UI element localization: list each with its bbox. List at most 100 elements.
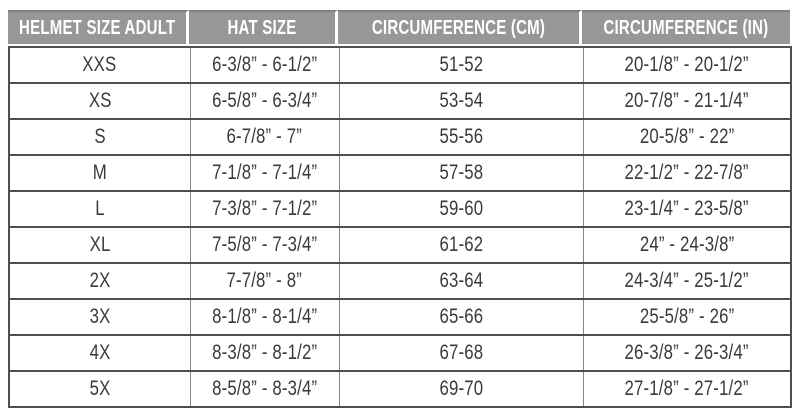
cell-text: 24-3/4” - 25-1/2” <box>624 269 749 292</box>
cell-text: 3X <box>89 305 111 328</box>
table-row: S 6-7/8” - 7” 55-56 20-5/8” - 22” <box>8 118 792 155</box>
cell-text: 57-58 <box>439 161 483 184</box>
table-cell: 5X <box>8 370 190 408</box>
table-cell: 67-68 <box>338 334 583 371</box>
cell-text: 20-5/8” - 22” <box>639 125 735 148</box>
cell-text: 22-1/2” - 22-7/8” <box>624 161 749 184</box>
cell-text: 2X <box>89 269 111 292</box>
cell-text: 7-3/8” - 7-1/2” <box>211 197 318 220</box>
table-cell: 24” - 24-3/8” <box>582 226 792 263</box>
table-row: 5X 8-5/8” - 8-3/4” 69-70 27-1/8” - 27-1/2” <box>8 370 792 408</box>
cell-text: 8-1/8” - 8-1/4” <box>211 305 318 328</box>
cell-text: 4X <box>89 341 111 364</box>
table-cell: 7-5/8” - 7-3/4” <box>189 226 339 263</box>
cell-text: 61-62 <box>439 233 483 256</box>
size-table: XXS 6-3/8” - 6-1/2” 51-52 20-1/8” - 20-1/2”… <box>8 46 792 408</box>
cell-text: 20-7/8” - 21-1/4” <box>624 89 749 112</box>
column-header-helmet-size: HELMET SIZE ADULT <box>8 10 189 44</box>
cell-text: 6-7/8” - 7” <box>226 125 303 148</box>
table-row: M 7-1/8” - 7-1/4” 57-58 22-1/2” - 22-7/8” <box>8 154 792 191</box>
table-cell: 53-54 <box>338 82 583 119</box>
cell-text: 7-5/8” - 7-3/4” <box>211 233 318 256</box>
table-cell: 59-60 <box>338 190 583 227</box>
column-header-circumference-cm: CIRCUMFERENCE (CM) <box>338 10 582 44</box>
table-cell: XS <box>8 82 190 119</box>
table-cell: L <box>8 190 190 227</box>
cell-text: 7-1/8” - 7-1/4” <box>211 161 318 184</box>
cell-text: M <box>92 161 107 184</box>
table-cell: 8-1/8” - 8-1/4” <box>189 298 339 335</box>
table-cell: 25-5/8” - 26” <box>582 298 792 335</box>
table-cell: 65-66 <box>338 298 583 335</box>
column-header-circumference-in: CIRCUMFERENCE (IN) <box>582 10 790 44</box>
cell-text: 25-5/8” - 26” <box>639 305 735 328</box>
cell-text: 7-7/8” - 8” <box>226 269 303 292</box>
table-cell: 3X <box>8 298 190 335</box>
table-cell: 23-1/4” - 23-5/8” <box>582 190 792 227</box>
table-row: XS 6-5/8” - 6-3/4” 53-54 20-7/8” - 21-1/4” <box>8 82 792 119</box>
column-header-label: CIRCUMFERENCE (CM) <box>371 16 546 39</box>
table-cell: S <box>8 118 190 155</box>
cell-text: 6-3/8” - 6-1/2” <box>211 53 318 76</box>
table-cell: 6-3/8” - 6-1/2” <box>189 46 339 83</box>
table-cell: 7-7/8” - 8” <box>189 262 339 299</box>
table-cell: 26-3/8” - 26-3/4” <box>582 334 792 371</box>
table-cell: M <box>8 154 190 191</box>
cell-text: 63-64 <box>439 269 483 292</box>
cell-text: 24” - 24-3/8” <box>639 233 735 256</box>
cell-text: 20-1/8” - 20-1/2” <box>624 53 749 76</box>
table-cell: 51-52 <box>338 46 583 83</box>
table-row: 2X 7-7/8” - 8” 63-64 24-3/4” - 25-1/2” <box>8 262 792 299</box>
column-header-label: HELMET SIZE ADULT <box>18 16 176 39</box>
table-cell: 63-64 <box>338 262 583 299</box>
cell-text: 53-54 <box>439 89 483 112</box>
table-cell: 2X <box>8 262 190 299</box>
table-header-row: HELMET SIZE ADULT HAT SIZE CIRCUMFERENCE… <box>8 10 790 44</box>
cell-text: L <box>94 197 105 220</box>
table-row: 4X 8-3/8” - 8-1/2” 67-68 26-3/8” - 26-3/4” <box>8 334 792 371</box>
cell-text: 59-60 <box>439 197 483 220</box>
table-cell: 8-3/8” - 8-1/2” <box>189 334 339 371</box>
table-cell: XL <box>8 226 190 263</box>
table-row: 3X 8-1/8” - 8-1/4” 65-66 25-5/8” - 26” <box>8 298 792 335</box>
table-row: XXS 6-3/8” - 6-1/2” 51-52 20-1/8” - 20-1/2” <box>8 46 792 83</box>
table-cell: 6-5/8” - 6-3/4” <box>189 82 339 119</box>
table-cell: 22-1/2” - 22-7/8” <box>582 154 792 191</box>
table-cell: 27-1/8” - 27-1/2” <box>582 370 792 408</box>
table-cell: 6-7/8” - 7” <box>189 118 339 155</box>
cell-text: 67-68 <box>439 341 483 364</box>
table-cell: 7-3/8” - 7-1/2” <box>189 190 339 227</box>
cell-text: 8-3/8” - 8-1/2” <box>211 341 318 364</box>
table-cell: 55-56 <box>338 118 583 155</box>
cell-text: 27-1/8” - 27-1/2” <box>624 377 749 400</box>
cell-text: 6-5/8” - 6-3/4” <box>211 89 318 112</box>
table-cell: 69-70 <box>338 370 583 408</box>
table-cell: 57-58 <box>338 154 583 191</box>
table-cell: 20-5/8” - 22” <box>582 118 792 155</box>
cell-text: 8-5/8” - 8-3/4” <box>211 377 318 400</box>
table-cell: XXS <box>8 46 190 83</box>
table-cell: 8-5/8” - 8-3/4” <box>189 370 339 408</box>
cell-text: XL <box>89 233 111 256</box>
cell-text: 23-1/4” - 23-5/8” <box>624 197 749 220</box>
cell-text: XS <box>88 89 112 112</box>
table-cell: 20-1/8” - 20-1/2” <box>582 46 792 83</box>
table-row: XL 7-5/8” - 7-3/4” 61-62 24” - 24-3/8” <box>8 226 792 263</box>
cell-text: 26-3/8” - 26-3/4” <box>624 341 749 364</box>
cell-text: 5X <box>89 377 111 400</box>
table-cell: 61-62 <box>338 226 583 263</box>
cell-text: 65-66 <box>439 305 483 328</box>
table-row: L 7-3/8” - 7-1/2” 59-60 23-1/4” - 23-5/8” <box>8 190 792 227</box>
column-header-hat-size: HAT SIZE <box>189 10 338 44</box>
cell-text: XXS <box>82 53 117 76</box>
table-body: XXS 6-3/8” - 6-1/2” 51-52 20-1/8” - 20-1/2”… <box>8 46 792 408</box>
table-cell: 4X <box>8 334 190 371</box>
table-cell: 24-3/4” - 25-1/2” <box>582 262 792 299</box>
helmet-size-chart: HELMET SIZE ADULT HAT SIZE CIRCUMFERENCE… <box>8 10 792 408</box>
cell-text: S <box>94 125 106 148</box>
table-cell: 7-1/8” - 7-1/4” <box>189 154 339 191</box>
cell-text: 69-70 <box>439 377 483 400</box>
column-header-label: HAT SIZE <box>227 16 297 39</box>
column-header-label: CIRCUMFERENCE (IN) <box>603 16 769 39</box>
cell-text: 51-52 <box>439 53 483 76</box>
